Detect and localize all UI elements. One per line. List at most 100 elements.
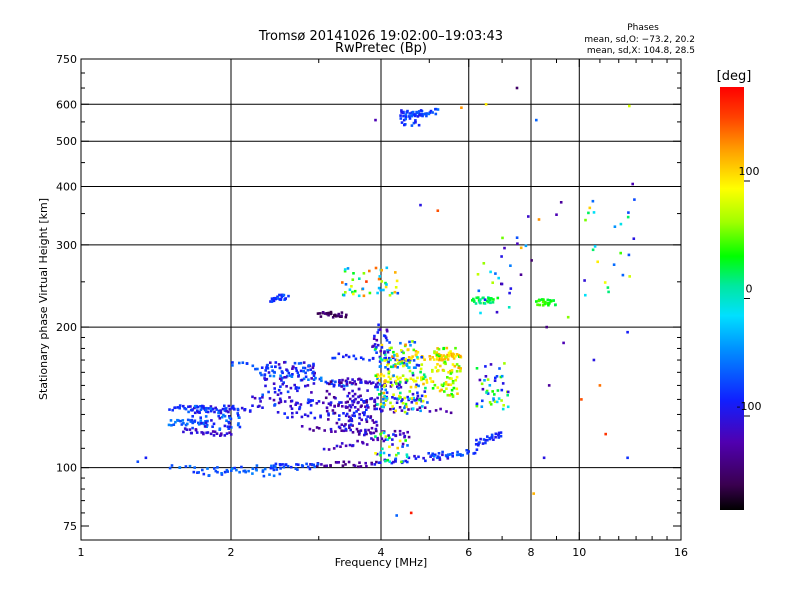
echo-point [401, 398, 404, 401]
echo-point [351, 394, 355, 398]
echo-point [337, 404, 340, 408]
echo-point [591, 199, 595, 203]
echo-point [385, 329, 389, 333]
echo-point [364, 405, 367, 408]
echo-point [231, 407, 235, 410]
echo-point [421, 114, 424, 118]
echo-point [393, 397, 397, 400]
echo-point [238, 470, 241, 474]
echo-point [216, 466, 219, 469]
echo-point [191, 421, 194, 425]
echo-point [201, 431, 205, 435]
echo-point [492, 438, 495, 441]
echo-point [352, 411, 356, 415]
phase-summary-x-mode: mean, sd,X: 104.8, 28.5 [587, 46, 695, 56]
echo-point [379, 349, 383, 353]
echo-point [379, 288, 383, 292]
echo-point [342, 460, 346, 464]
echo-point [283, 400, 287, 403]
echo-point [431, 452, 434, 456]
echo-point [584, 218, 587, 222]
echo-point [205, 423, 209, 427]
echo-point [308, 427, 312, 431]
echo-point [373, 334, 376, 338]
echo-point [349, 428, 352, 432]
echo-point [404, 117, 407, 121]
echo-point [341, 405, 344, 408]
echo-point [437, 358, 441, 362]
echo-point [331, 356, 334, 360]
echo-point [436, 363, 439, 366]
echo-point [613, 225, 617, 228]
echo-point [217, 414, 220, 418]
echo-point [532, 492, 535, 495]
echo-point [310, 463, 314, 466]
echo-point [337, 425, 341, 429]
echo-point [606, 286, 610, 289]
echo-point [174, 420, 177, 424]
echo-point [224, 407, 227, 411]
echo-point [399, 396, 402, 399]
echo-point [380, 346, 384, 349]
echo-point [401, 460, 405, 463]
echo-point [506, 405, 510, 409]
echo-point [319, 315, 323, 318]
echo-point [633, 198, 636, 201]
echo-point [395, 358, 399, 362]
echo-point [338, 380, 341, 384]
echo-point [228, 408, 232, 411]
echo-point [343, 424, 346, 428]
echo-point [144, 456, 148, 460]
axes: 1 2 4 6 8 10 16 75 100 200 300 400 500 600 750 [56, 53, 688, 559]
echo-point [409, 344, 412, 347]
echo-point [496, 296, 500, 300]
echo-point [379, 372, 383, 376]
echo-point [293, 361, 297, 365]
echo-point [400, 359, 404, 362]
echo-point [384, 366, 387, 369]
echo-point [344, 414, 348, 418]
echo-point [236, 423, 240, 427]
echo-point [394, 457, 398, 461]
echo-point [375, 351, 378, 354]
echo-point [382, 401, 385, 405]
echo-point [474, 302, 478, 305]
echo-point [295, 386, 298, 389]
echo-point [168, 408, 171, 411]
echo-point [493, 379, 497, 382]
echo-point [411, 373, 415, 377]
echo-point [396, 291, 400, 295]
echo-point [555, 213, 558, 216]
echo-point [415, 398, 418, 402]
echo-point [351, 431, 355, 434]
echo-point [370, 462, 374, 466]
echo-point [184, 407, 188, 411]
echo-point [403, 406, 406, 410]
echo-point [253, 396, 257, 400]
echo-point [368, 291, 372, 295]
echo-point [422, 113, 425, 116]
echo-point [186, 418, 190, 422]
echo-point [524, 244, 528, 248]
echo-point [319, 376, 323, 380]
echo-point [342, 387, 346, 391]
echo-point [450, 369, 454, 372]
echo-point [406, 444, 409, 447]
echo-point [363, 411, 366, 414]
echo-point [497, 431, 501, 435]
echo-point [447, 351, 451, 355]
echo-point [299, 369, 303, 373]
echo-point [346, 267, 350, 270]
echo-point [324, 380, 328, 384]
echo-point [369, 415, 373, 418]
echo-point [230, 467, 234, 470]
echo-point [306, 465, 310, 469]
echo-point [406, 430, 409, 434]
echo-point [228, 415, 231, 418]
echo-point [241, 361, 245, 364]
echo-point [302, 361, 306, 364]
echo-point [438, 458, 442, 461]
echo-point [374, 452, 377, 455]
echo-point [201, 404, 204, 408]
echo-point [413, 113, 416, 116]
